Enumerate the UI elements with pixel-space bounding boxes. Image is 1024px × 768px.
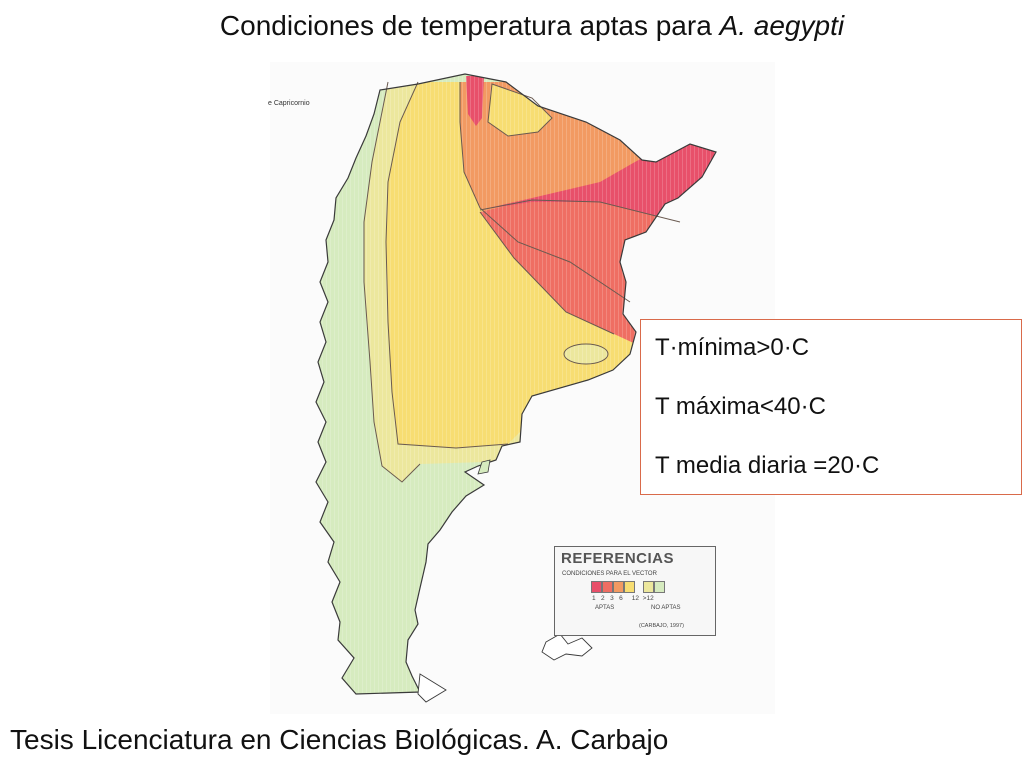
legend-credit: (CARBAJO, 1997) xyxy=(639,623,684,629)
title-species: A. aegypti xyxy=(719,10,845,41)
legend-class-labels: 1 2 3 6 12 >12 xyxy=(592,595,654,602)
tierra-del-fuego-tip xyxy=(417,673,447,703)
conditions-box: T·mínima>0·C T máxima<40·C T media diari… xyxy=(640,319,1022,495)
slide-title: Condiciones de temperatura aptas para A.… xyxy=(0,10,1024,42)
legend-suitable-label: APTAS xyxy=(595,605,615,611)
condition-min-temp: T·mínima>0·C xyxy=(655,334,810,361)
legend-swatch-3 xyxy=(613,581,624,593)
legend-swatches xyxy=(591,581,665,593)
slide-footer: Tesis Licenciatura en Ciencias Biológica… xyxy=(10,724,669,755)
malvinas-islands xyxy=(541,633,593,661)
legend-swatch-12 xyxy=(643,581,654,593)
legend-class-12: 12 xyxy=(631,595,640,602)
legend-class-gt12: >12 xyxy=(642,595,654,602)
condition-mean-temp: T media diaria =20·C xyxy=(655,452,880,479)
legend-class-2: 2 xyxy=(601,595,605,602)
legend-swatch-6 xyxy=(624,581,635,593)
zone-borders xyxy=(363,81,681,483)
map-legend: REFERENCIAS CONDICIONES PARA EL VECTOR 1… xyxy=(554,546,716,636)
tropic-capricorn-label: e Capricornio xyxy=(268,100,310,107)
legend-swatch-2 xyxy=(602,581,613,593)
title-text: Condiciones de temperatura aptas para xyxy=(219,10,720,41)
legend-swatch-1 xyxy=(591,581,602,593)
legend-class-6: 6 xyxy=(619,595,623,602)
condition-max-temp: T máxima<40·C xyxy=(655,393,826,420)
legend-class-3: 3 xyxy=(610,595,614,602)
peninsula-valdes xyxy=(477,459,491,475)
legend-unsuitable-label: NO APTAS xyxy=(651,605,681,611)
legend-swatch-gt12 xyxy=(654,581,665,593)
legend-class-1: 1 xyxy=(592,595,596,602)
legend-subtitle: CONDICIONES PARA EL VECTOR xyxy=(562,571,657,577)
legend-title: REFERENCIAS xyxy=(561,550,675,567)
